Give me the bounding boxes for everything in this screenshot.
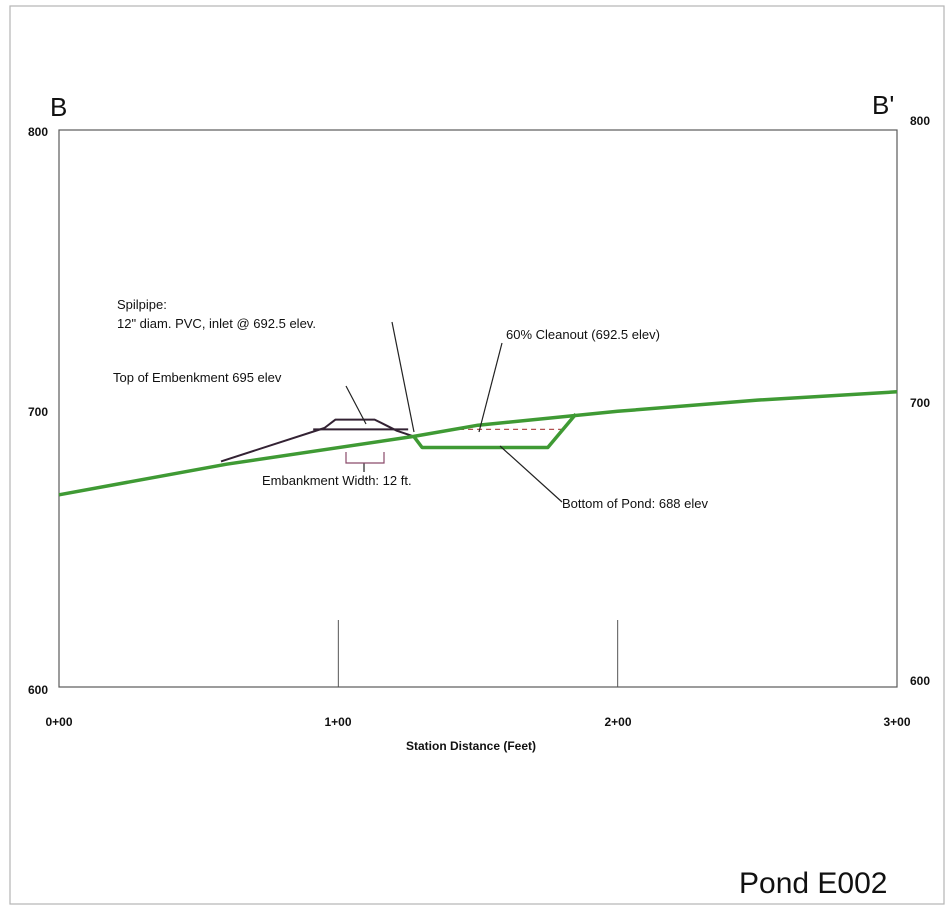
y-tick-left-600: 600 [28, 683, 48, 697]
y-tick-left-700: 700 [28, 405, 48, 419]
embankment-width-label: Embankment Width: 12 ft. [262, 473, 412, 488]
top-embankment-leader [345, 385, 367, 425]
outer-frame [9, 5, 945, 905]
top-embankment-label: Top of Embenkment 695 elev [113, 370, 282, 385]
y-tick-left-800: 800 [28, 125, 48, 139]
section-end-label: B' [872, 90, 894, 120]
spillpipe-leader [391, 321, 415, 433]
y-tick-right-600: 600 [910, 674, 930, 688]
marks-layer [58, 390, 898, 497]
embankment-profile-line [220, 418, 415, 463]
leader-layer [345, 321, 563, 503]
x-tick-300: 3+00 [883, 715, 910, 729]
embankment-width-bracket [345, 452, 385, 464]
y-tick-right-700: 700 [910, 396, 930, 410]
x-tick-200: 2+00 [604, 715, 631, 729]
x-tick-0: 0+00 [45, 715, 72, 729]
spillpipe-label-line2: 12" diam. PVC, inlet @ 692.5 elev. [117, 316, 316, 331]
cleanout-leader [478, 342, 503, 433]
bottom-pond-label: Bottom of Pond: 688 elev [562, 496, 708, 511]
section-start-label: B [50, 92, 67, 122]
ticks-layer [337, 620, 619, 687]
plot-area [58, 129, 898, 688]
cleanout-label: 60% Cleanout (692.5 elev) [506, 327, 660, 342]
y-tick-right-800: 800 [910, 114, 930, 128]
ground-profile-line [58, 390, 898, 497]
bottom-pond-leader [499, 445, 563, 503]
pond-title: Pond E002 [739, 867, 887, 900]
x-axis-label: Station Distance (Feet) [406, 739, 536, 753]
spillpipe-label-line1: Spilpipe: [117, 297, 167, 312]
x-tick-100: 1+00 [324, 715, 351, 729]
pond-profile-line [412, 412, 578, 450]
